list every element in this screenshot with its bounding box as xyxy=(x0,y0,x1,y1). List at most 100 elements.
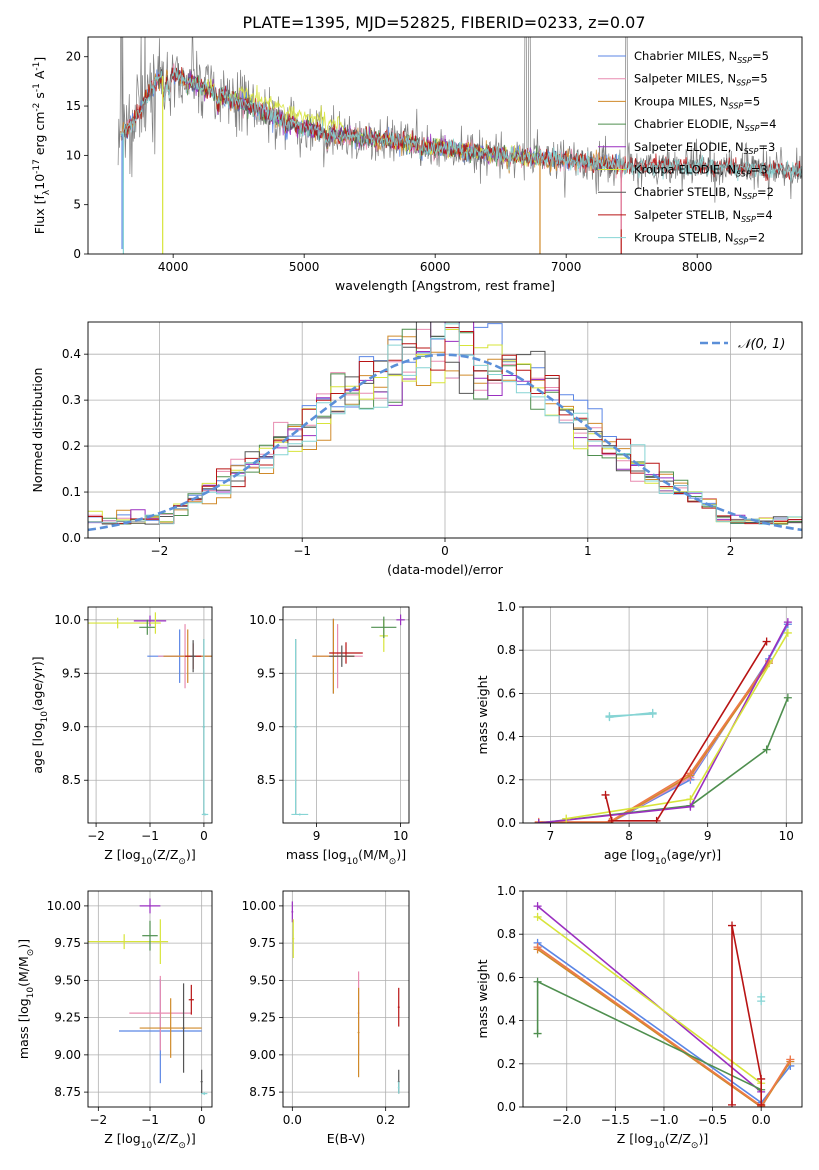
residuals-plot-area xyxy=(88,322,802,532)
mass_vs_ebv-ytick-label: 8.75 xyxy=(249,1085,276,1099)
mass-weight-line xyxy=(604,641,768,822)
mass_vs_Z-xtick-label: −2 xyxy=(89,1113,107,1127)
mass-weight-line xyxy=(537,916,762,1084)
mass-weight-line xyxy=(538,660,770,823)
figure-title: PLATE=1395, MJD=52825, FIBERID=0233, z=0… xyxy=(242,13,645,32)
plus-marker xyxy=(652,816,661,823)
mass_vs_Z-chart: −2 −1 0 8.75 9.00 9.25 9.50 9.75 10.00 Z [log10(Z… xyxy=(16,890,213,1151)
residuals-ytick-label: 0.0 xyxy=(62,531,81,545)
mass_vs_Z-ytick-label: 9.00 xyxy=(54,1048,81,1062)
residuals-xtick-label: −2 xyxy=(151,544,169,558)
mass-weight-line xyxy=(536,980,762,1091)
legend-count: =4 xyxy=(760,117,777,131)
weight_vs_Z-xlabel: Z [log10(Z/Z⊙)] xyxy=(617,1131,708,1151)
mass_vs_Z-frame xyxy=(87,890,213,1108)
plus-marker xyxy=(786,1055,795,1064)
weight_vs_age-ylabel: mass weight xyxy=(475,675,490,754)
plus-marker xyxy=(533,902,542,911)
legend-count: =4 xyxy=(756,208,773,222)
legend-label: Chabrier ELODIE, N xyxy=(634,117,745,131)
weight_vs_age-ytick-label: 0.2 xyxy=(497,773,516,787)
weight_vs_Z-ytick-label: 0.0 xyxy=(497,1100,516,1114)
weight_vs_age-xtick-label: 7 xyxy=(547,829,555,843)
mass_vs_ebv-ytick-label: 9.50 xyxy=(249,973,276,987)
weight_vs_Z-ylabel: mass weight xyxy=(475,959,490,1038)
residuals-xtick-label: 1 xyxy=(584,544,592,558)
legend-label: Kroupa STELIB, N xyxy=(634,231,734,245)
legend-entry: Chabrier STELIB, NSSP=2 xyxy=(634,185,774,201)
mass_vs_ebv-plot-area xyxy=(291,901,400,1094)
weight_vs_age-frame xyxy=(522,606,803,824)
age_vs_mass-xtick-label: 10 xyxy=(393,829,408,843)
residuals-ylabel: Normed distribution xyxy=(30,368,45,493)
mass-weight-line xyxy=(538,660,770,823)
mass_vs_Z-xlabel: Z [log10(Z/Z⊙)] xyxy=(104,1131,195,1151)
legend-label: Salpeter ELODIE, N xyxy=(634,140,744,154)
residual-histogram xyxy=(88,323,802,525)
mass_vs_Z-xtick-label: 0 xyxy=(198,1113,206,1127)
mass_vs_Z-ytick-label: 8.75 xyxy=(54,1085,81,1099)
weight_vs_Z-ytick-label: 0.6 xyxy=(497,970,516,984)
weight_vs_Z-chart: −2.0 −1.5 −1.0 −0.5 0.0 0.0 0.2 0.4 0.6 0.8 1.0 Z [… xyxy=(475,884,803,1151)
age_vs_mass-chart: 9 10 8.5 9.0 9.5 10.0 mass [log10(M/M⊙)] xyxy=(249,606,410,867)
spectrum-chart: 4000 5000 6000 7000 8000 0 5 10 15 20 wavelength [… xyxy=(32,36,803,293)
legend-entry: Salpeter STELIB, NSSP=4 xyxy=(634,208,773,224)
mass_vs_Z-ytick-label: 10.00 xyxy=(47,899,81,913)
age_vs_Z-ytick-label: 9.0 xyxy=(62,720,81,734)
plus-marker xyxy=(607,816,616,823)
age_vs_mass-ytick-label: 9.5 xyxy=(257,666,276,680)
age_vs_mass-xlabel: mass [log10(M/M⊙)] xyxy=(286,847,406,867)
mass_vs_Z-ytick-label: 9.50 xyxy=(54,973,81,987)
spectrum-xtick-label: 4000 xyxy=(158,260,189,274)
age_vs_Z-xtick-label: −2 xyxy=(87,829,105,843)
mass_vs_Z-ylabel: mass [log10(M/M⊙)] xyxy=(16,939,36,1059)
mass_vs_ebv-ytick-label: 9.75 xyxy=(249,936,276,950)
age_vs_Z-xtick-label: −1 xyxy=(141,829,159,843)
weight_vs_Z-ytick-label: 1.0 xyxy=(497,884,516,898)
mass_vs_ebv-ytick-label: 9.00 xyxy=(249,1048,276,1062)
weight_vs_age-plot-area xyxy=(534,618,792,823)
weight_vs_Z-plot-area xyxy=(533,902,795,1107)
age_vs_mass-ytick-label: 8.5 xyxy=(257,773,276,787)
weight_vs_age-xtick-label: 10 xyxy=(779,829,794,843)
legend-label: Kroupa MILES, N xyxy=(634,94,729,108)
spectrum-xlabel: wavelength [Angstrom, rest frame] xyxy=(335,278,555,293)
legend-entry: Salpeter ELODIE, NSSP=3 xyxy=(634,140,775,156)
plus-marker xyxy=(686,802,695,811)
plus-marker xyxy=(605,712,614,721)
plus-marker xyxy=(762,637,771,646)
plus-marker xyxy=(533,943,542,952)
legend-subscript: SSP xyxy=(734,238,749,247)
weight_vs_age-ytick-label: 0.8 xyxy=(497,643,516,657)
spectrum-xtick-label: 7000 xyxy=(551,260,582,274)
mass_vs_ebv-ytick-label: 9.25 xyxy=(249,1011,276,1025)
weight_vs_age-xtick-label: 9 xyxy=(704,829,712,843)
mass_vs_ebv-xtick-label: 0.2 xyxy=(376,1113,395,1127)
legend-label: Salpeter STELIB, N xyxy=(634,208,741,222)
residuals-xlabel: (data-model)/error xyxy=(387,562,504,577)
age_vs_mass-ytick-label: 10.0 xyxy=(249,613,276,627)
legend-label: Kroupa ELODIE, N xyxy=(634,163,736,177)
residuals-xtick-label: 0 xyxy=(441,544,449,558)
weight_vs_age-ytick-label: 0.6 xyxy=(497,686,516,700)
weight_vs_age-xtick-label: 8 xyxy=(625,829,633,843)
mass-weight-line xyxy=(537,905,762,1093)
residuals-ytick-label: 0.3 xyxy=(62,393,81,407)
spectrum-ytick-label: 0 xyxy=(73,247,81,261)
weight_vs_age-ytick-label: 1.0 xyxy=(497,600,516,614)
mass_vs_Z-plot-area xyxy=(88,898,208,1096)
plus-marker xyxy=(783,618,792,627)
spectrum-ytick-label: 20 xyxy=(66,50,81,64)
model-spectrum-line xyxy=(120,67,802,182)
plus-marker xyxy=(728,1100,737,1107)
age_vs_Z-plot-area xyxy=(88,612,212,816)
residuals-xtick-label: −1 xyxy=(293,544,311,558)
legend-entry: Kroupa ELODIE, NSSP=3 xyxy=(634,163,768,179)
weight_vs_Z-xtick-label: 0.0 xyxy=(752,1113,771,1127)
weight_vs_age-ytick-label: 0.4 xyxy=(497,730,516,744)
spectrum-xtick-label: 5000 xyxy=(289,260,320,274)
legend-count: =5 xyxy=(751,72,768,86)
legend-label: Chabrier STELIB, N xyxy=(634,185,742,199)
spectrum-xtick-label: 8000 xyxy=(682,260,713,274)
